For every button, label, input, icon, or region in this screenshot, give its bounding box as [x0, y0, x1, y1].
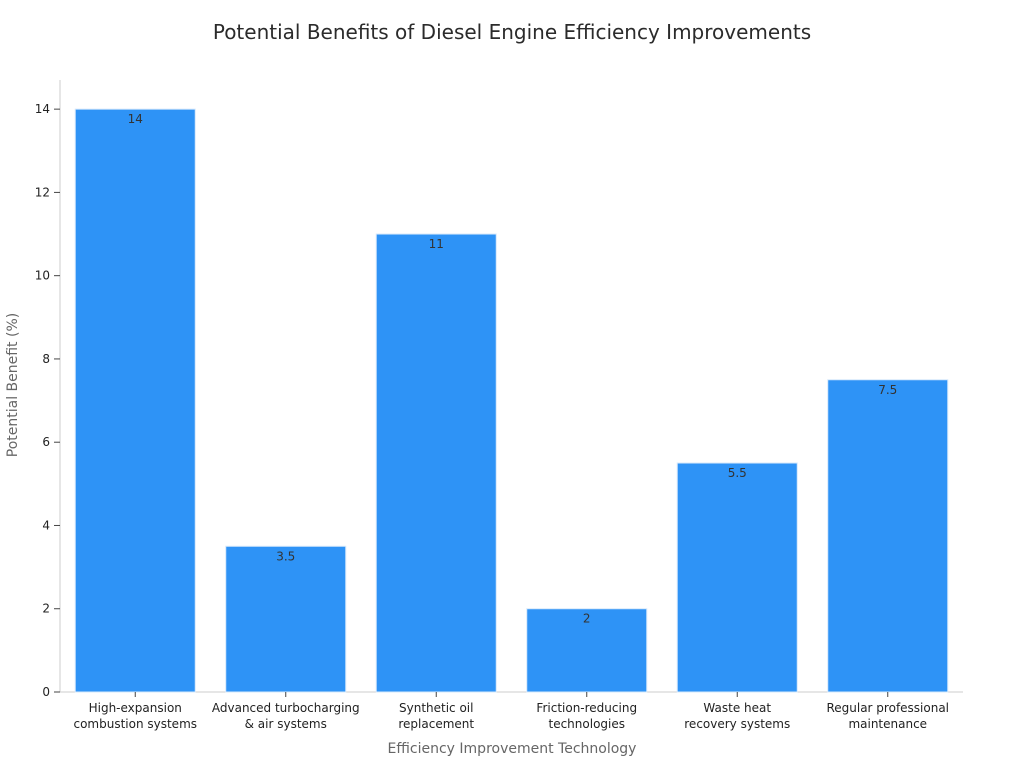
- bar: [225, 545, 347, 693]
- chart-title: Potential Benefits of Diesel Engine Effi…: [212, 20, 812, 44]
- y-tick-label: 8: [42, 352, 50, 366]
- y-tick-label: 10: [35, 269, 50, 283]
- x-tick-label: Friction-reducing: [536, 701, 637, 715]
- x-tick-label: High-expansion: [89, 701, 182, 715]
- bar: [676, 462, 798, 693]
- x-tick-label: replacement: [398, 717, 474, 731]
- y-tick-label: 14: [35, 102, 50, 116]
- x-tick-label: Waste heat: [703, 701, 771, 715]
- y-axis-label: Potential Benefit (%): [5, 312, 21, 458]
- y-tick-label: 2: [42, 602, 50, 616]
- x-tick-label: maintenance: [848, 717, 927, 731]
- bar-value-label: 2: [583, 612, 591, 626]
- x-tick-label: Advanced turbocharging: [212, 701, 360, 715]
- bar: [526, 608, 648, 693]
- x-tick-label: technologies: [549, 717, 626, 731]
- x-tick-label: Regular professional: [826, 701, 949, 715]
- bar-value-label: 14: [128, 112, 143, 126]
- x-axis-label: Efficiency Improvement Technology: [387, 741, 637, 757]
- x-tick-label: combustion systems: [73, 717, 197, 731]
- bar: [375, 233, 497, 693]
- bar-value-label: 7.5: [878, 383, 897, 397]
- y-tick-label: 0: [42, 685, 50, 699]
- bar: [74, 108, 196, 693]
- bar-value-label: 11: [429, 237, 444, 251]
- y-tick-label: 6: [42, 435, 50, 449]
- x-tick-label: Synthetic oil: [399, 701, 473, 715]
- x-tick-label: & air systems: [245, 717, 327, 731]
- bar-value-label: 5.5: [728, 466, 747, 480]
- x-tick-label: recovery systems: [684, 717, 790, 731]
- bar: [827, 379, 949, 693]
- y-tick-label: 4: [42, 518, 50, 532]
- bar-value-label: 3.5: [276, 549, 295, 563]
- y-tick-label: 12: [35, 185, 50, 199]
